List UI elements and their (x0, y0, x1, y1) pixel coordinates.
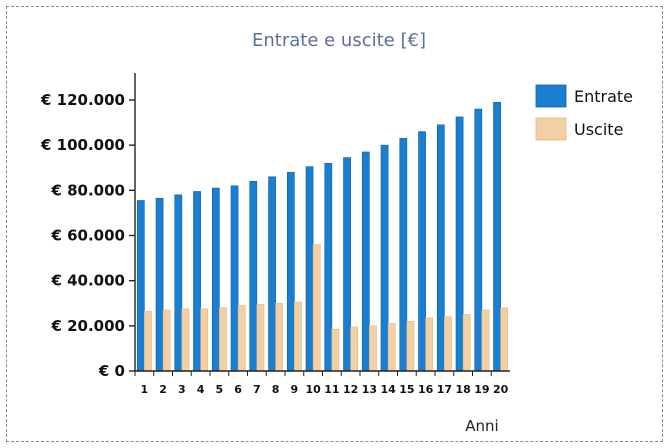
bar-entrate-10 (306, 167, 313, 371)
bar-uscite-7 (257, 304, 264, 371)
x-tick-label: 15 (399, 383, 414, 396)
legend-label-entrate: Entrate (574, 87, 633, 106)
bar-entrate-7 (250, 181, 257, 371)
legend-label-uscite: Uscite (574, 120, 623, 139)
chart-frame: Entrate e uscite [€] € 0 € 20.000 € 40.000… (6, 6, 663, 442)
bar-uscite-20 (501, 308, 508, 371)
x-tick-label: 1 (141, 383, 149, 396)
y-axis: € 0 € 20.000 € 40.000 € 60.000 € 80.000 € 100… (40, 73, 135, 380)
bar-uscite-16 (426, 318, 433, 371)
x-axis: 1 2 3 4 5 6 7 8 9 10 11 12 13 14 15 16 17 18 19 20 (135, 371, 510, 396)
y-tick-label: € 120.000 (40, 91, 125, 109)
x-tick-label: 11 (324, 383, 339, 396)
x-tick-label: 18 (455, 383, 470, 396)
bar-uscite-11 (332, 329, 339, 371)
x-tick-label: 14 (380, 383, 396, 396)
bar-entrate-12 (344, 158, 351, 371)
bar-uscite-19 (482, 310, 489, 371)
bar-entrate-8 (269, 177, 276, 371)
bar-entrate-9 (287, 172, 294, 371)
x-tick-label: 2 (159, 383, 167, 396)
bar-uscite-12 (351, 327, 358, 371)
x-tick-label: 20 (493, 383, 509, 396)
x-tick-label: 4 (197, 383, 205, 396)
bar-entrate-14 (381, 145, 388, 371)
bar-entrate-1 (137, 200, 144, 371)
bar-uscite-18 (463, 315, 470, 371)
legend-swatch-entrate (536, 85, 566, 107)
bar-uscite-3 (182, 309, 189, 371)
bar-entrate-15 (400, 138, 407, 371)
bar-entrate-13 (362, 152, 369, 371)
x-tick-label: 7 (253, 383, 261, 396)
bars (137, 102, 508, 371)
y-tick-label: € 60.000 (50, 227, 125, 245)
bar-uscite-13 (369, 326, 376, 371)
bar-uscite-6 (238, 306, 245, 371)
bar-uscite-1 (144, 311, 151, 371)
x-tick-label: 6 (234, 383, 242, 396)
legend-swatch-uscite (536, 118, 566, 140)
bar-entrate-18 (456, 117, 463, 371)
bar-uscite-5 (219, 308, 226, 371)
bar-uscite-10 (313, 245, 320, 371)
x-tick-label: 17 (437, 383, 452, 396)
bar-entrate-3 (175, 195, 182, 371)
y-tick-label: € 40.000 (50, 272, 125, 290)
bar-entrate-2 (156, 198, 163, 371)
bar-uscite-4 (201, 309, 208, 371)
bar-entrate-16 (419, 132, 426, 371)
x-tick-label: 8 (272, 383, 280, 396)
bar-entrate-11 (325, 163, 332, 371)
bar-entrate-5 (212, 188, 219, 371)
x-tick-label: 5 (216, 383, 224, 396)
x-tick-label: 10 (305, 383, 321, 396)
bar-uscite-2 (163, 310, 170, 371)
y-tick-label: € 0 (98, 362, 125, 380)
x-tick-label: 13 (362, 383, 377, 396)
x-tick-label: 12 (343, 383, 358, 396)
bar-uscite-17 (444, 317, 451, 371)
x-tick-label: 16 (418, 383, 434, 396)
y-tick-label: € 100.000 (40, 136, 125, 154)
bar-entrate-4 (194, 191, 201, 371)
x-tick-label: 9 (291, 383, 299, 396)
x-tick-label: 19 (474, 383, 489, 396)
bar-uscite-15 (407, 321, 414, 371)
bar-chart: Entrate e uscite [€] € 0 € 20.000 € 40.000… (7, 7, 662, 441)
bar-uscite-9 (294, 302, 301, 371)
bar-entrate-19 (475, 109, 482, 371)
bar-entrate-17 (437, 125, 444, 371)
y-tick-label: € 80.000 (50, 181, 125, 199)
bar-entrate-20 (494, 102, 501, 371)
y-tick-label: € 20.000 (50, 317, 125, 335)
x-axis-label: Anni (465, 417, 498, 435)
legend: Entrate Uscite (536, 85, 633, 140)
bar-uscite-14 (388, 324, 395, 371)
bar-entrate-6 (231, 186, 238, 371)
x-tick-label: 3 (178, 383, 186, 396)
chart-title: Entrate e uscite [€] (252, 30, 426, 51)
bar-uscite-8 (276, 303, 283, 371)
